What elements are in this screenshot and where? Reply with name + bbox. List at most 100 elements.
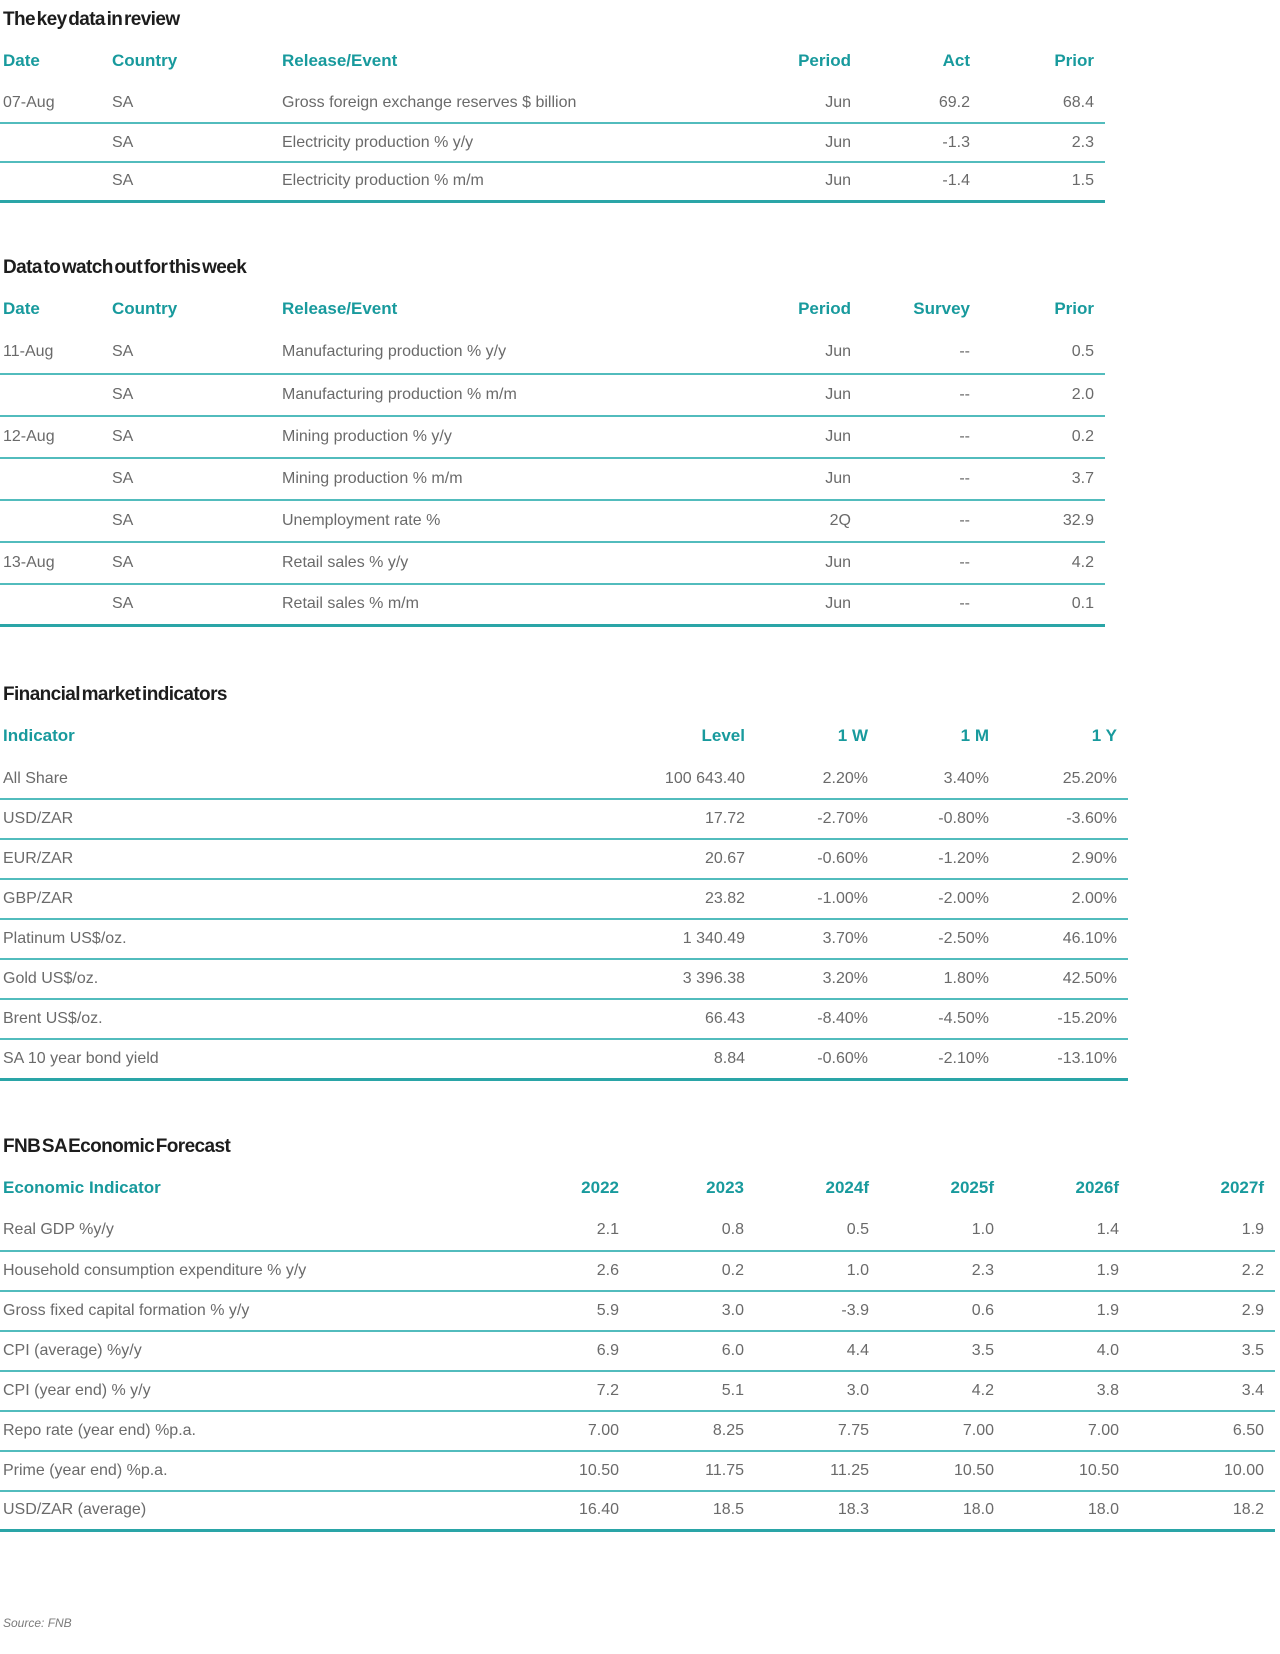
- table-cell: 25.20%: [1000, 759, 1128, 800]
- table-cell: --: [862, 499, 981, 543]
- table-cell: 10.50: [1005, 1450, 1130, 1492]
- table-cell: 10.00: [1130, 1450, 1275, 1492]
- table-cell: --: [862, 373, 981, 417]
- column-header: Period: [798, 298, 851, 318]
- column-header: Period: [798, 51, 851, 70]
- source-note: Source: FNB: [3, 1616, 72, 1630]
- table-cell: 6.9: [505, 1330, 630, 1372]
- table-cell: 8.84: [596, 1039, 756, 1081]
- column-header: 2022: [581, 1177, 619, 1197]
- table-cell: 1.9: [1005, 1250, 1130, 1292]
- table-cell: Real GDP %y/y: [0, 1210, 505, 1252]
- column-header: 1 W: [837, 726, 868, 745]
- table-cell: 3.5: [880, 1330, 1005, 1372]
- table-cell: 0.2: [981, 415, 1105, 459]
- table-cell: 18.0: [880, 1490, 1005, 1532]
- table-cell: Jun: [752, 583, 862, 627]
- table-cell: USD/ZAR (average): [0, 1490, 505, 1532]
- table-row: USD/ZAR (average) 16.40 18.5 18.3 18.0 18.0 18…: [0, 1490, 1275, 1532]
- table-cell: --: [862, 541, 981, 585]
- table-cell: 10.50: [505, 1450, 630, 1492]
- column-header: Prior: [1054, 51, 1094, 70]
- table-cell: 0.5: [755, 1210, 880, 1252]
- table-row: 13-Aug SA Retail sales % y/y Jun -- 4.2: [0, 541, 1105, 585]
- section-fnb-sa-economic-forecast: FNB SA Economic Forecast Economic Indica…: [0, 1135, 1280, 1532]
- table-row: 11-Aug SA Manufacturing production % y/y Ju…: [0, 331, 1105, 375]
- table-cell: -8.40%: [756, 999, 879, 1040]
- table-cell: -0.60%: [756, 1039, 879, 1081]
- header-row: Date Country Release/Event Period Act Prior: [0, 51, 1105, 84]
- table-cell: CPI (average) %y/y: [0, 1330, 505, 1372]
- table-cell: Mining production % y/y: [282, 415, 752, 459]
- column-header: 2023: [706, 1177, 744, 1197]
- section-title: Financial market indicators: [3, 684, 227, 705]
- table-cell: --: [862, 457, 981, 501]
- table-row: Repo rate (year end) %p.a. 7.00 8.25 7.75 7.…: [0, 1410, 1275, 1452]
- table-cell: 18.2: [1130, 1490, 1275, 1532]
- table-cell: 18.0: [1005, 1490, 1130, 1532]
- table-row: 07-Aug SA Gross foreign exchange reserves …: [0, 84, 1105, 124]
- table-cell: -15.20%: [1000, 999, 1128, 1040]
- table-cell: -1.4: [862, 162, 981, 203]
- table-cell: 1 340.49: [596, 919, 756, 960]
- table-row: SA Mining production % m/m Jun -- 3.7: [0, 457, 1105, 501]
- table-cell: SA: [112, 373, 282, 417]
- table-cell: -0.80%: [879, 799, 1000, 840]
- table-cell: Jun: [752, 331, 862, 375]
- table-cell: 7.00: [505, 1410, 630, 1452]
- table-row: GBP/ZAR 23.82 -1.00% -2.00% 2.00%: [0, 879, 1128, 920]
- table-cell: 0.6: [880, 1290, 1005, 1332]
- table-row: Prime (year end) %p.a. 10.50 11.75 11.25 10.…: [0, 1450, 1275, 1492]
- table-cell: [0, 373, 112, 417]
- table-row: EUR/ZAR 20.67 -0.60% -1.20% 2.90%: [0, 839, 1128, 880]
- table-cell: -2.70%: [756, 799, 879, 840]
- table-row: All Share 100 643.40 2.20% 3.40% 25.20%: [0, 759, 1128, 800]
- header-row: Economic Indicator 2022 2023 2024f 2025f 2026…: [0, 1178, 1275, 1211]
- table-cell: SA: [112, 415, 282, 459]
- column-header: 1 Y: [1091, 726, 1117, 745]
- table-cell: 1.9: [1130, 1210, 1275, 1252]
- section-title: The key data in review: [3, 9, 180, 30]
- table-cell: 3.0: [630, 1290, 755, 1332]
- table-cell: Retail sales % y/y: [282, 541, 752, 585]
- table-cell: 18.5: [630, 1490, 755, 1532]
- table-cell: SA: [112, 162, 282, 203]
- table-cell: Electricity production % y/y: [282, 123, 752, 163]
- key-data-table: Date Country Release/Event Period Act Prior 07…: [0, 51, 1105, 203]
- table-cell: 4.4: [755, 1330, 880, 1372]
- section-title: FNB SA Economic Forecast: [3, 1135, 231, 1157]
- table-cell: 7.2: [505, 1370, 630, 1412]
- table-cell: 69.2: [862, 84, 981, 124]
- table-row: USD/ZAR 17.72 -2.70% -0.80% -3.60%: [0, 799, 1128, 840]
- table-row: 12-Aug SA Mining production % y/y Jun -- 0.2: [0, 415, 1105, 459]
- table-cell: Jun: [752, 373, 862, 417]
- financial-market-indicators-table: Indicator Level 1 W 1 M 1 Y All Share 100 643.…: [0, 726, 1128, 1081]
- table-row: SA Electricity production % m/m Jun -1.4 1.5: [0, 162, 1105, 203]
- table-cell: 5.1: [630, 1370, 755, 1412]
- table-row: Brent US$/oz. 66.43 -8.40% -4.50% -15.20%: [0, 999, 1128, 1040]
- table-row: CPI (year end) % y/y 7.2 5.1 3.0 4.2 3.8 3.4: [0, 1370, 1275, 1412]
- table-cell: 3.8: [1005, 1370, 1130, 1412]
- table-cell: 2.6: [505, 1250, 630, 1292]
- table-row: Gross fixed capital formation % y/y 5.9 3.…: [0, 1290, 1275, 1332]
- table-cell: 11-Aug: [0, 331, 112, 375]
- column-header: Act: [942, 51, 970, 70]
- table-cell: -2.10%: [879, 1039, 1000, 1081]
- table-cell: 0.5: [981, 331, 1105, 375]
- table-cell: CPI (year end) % y/y: [0, 1370, 505, 1412]
- table-cell: 20.67: [596, 839, 756, 880]
- column-header: Prior: [1054, 298, 1094, 318]
- column-header: 1 M: [960, 726, 989, 745]
- table-cell: SA: [112, 499, 282, 543]
- table-cell: 66.43: [596, 999, 756, 1040]
- table-cell: Mining production % m/m: [282, 457, 752, 501]
- table-cell: All Share: [0, 759, 596, 800]
- economic-forecast-table: Economic Indicator 2022 2023 2024f 2025f 2026…: [0, 1178, 1275, 1532]
- table-cell: Manufacturing production % y/y: [282, 331, 752, 375]
- header-row: Date Country Release/Event Period Survey Prio…: [0, 299, 1105, 332]
- table-cell: 2.90%: [1000, 839, 1128, 880]
- table-cell: Gross foreign exchange reserves $ billio…: [282, 84, 752, 124]
- table-cell: Jun: [752, 84, 862, 124]
- section-data-to-watch: Data to watch out for this week Date Coun…: [0, 257, 1280, 627]
- table-row: Gold US$/oz. 3 396.38 3.20% 1.80% 42.50%: [0, 959, 1128, 1000]
